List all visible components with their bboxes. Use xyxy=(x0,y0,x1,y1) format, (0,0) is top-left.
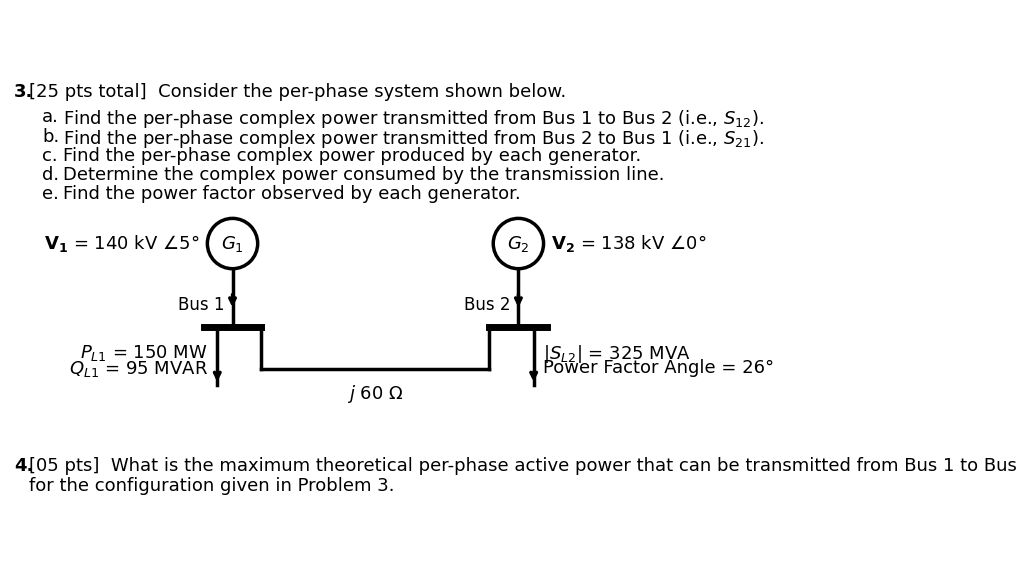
Text: Bus 2: Bus 2 xyxy=(464,296,511,313)
Text: Find the power factor observed by each generator.: Find the power factor observed by each g… xyxy=(62,185,520,203)
Text: e.: e. xyxy=(42,185,58,203)
Text: a.: a. xyxy=(42,108,58,126)
Text: $G_1$: $G_1$ xyxy=(221,234,244,254)
Text: Find the per-phase complex power transmitted from Bus 1 to Bus 2 (i.e., $S_{12}$: Find the per-phase complex power transmi… xyxy=(62,108,764,130)
Text: Determine the complex power consumed by the transmission line.: Determine the complex power consumed by … xyxy=(62,166,664,184)
Text: $j$ 60 Ω: $j$ 60 Ω xyxy=(347,383,403,405)
Text: $P_{L1}$ = 150 MW: $P_{L1}$ = 150 MW xyxy=(81,343,208,363)
Text: d.: d. xyxy=(42,166,59,184)
Text: $\mathbf{V_2}$ = 138 kV $\angle$0°: $\mathbf{V_2}$ = 138 kV $\angle$0° xyxy=(551,233,707,254)
Text: Find the per-phase complex power produced by each generator.: Find the per-phase complex power produce… xyxy=(62,148,641,165)
Text: $G_2$: $G_2$ xyxy=(507,234,529,254)
Text: Bus 1: Bus 1 xyxy=(178,296,225,313)
Text: Find the per-phase complex power transmitted from Bus 2 to Bus 1 (i.e., $S_{21}$: Find the per-phase complex power transmi… xyxy=(62,127,764,150)
Text: $Q_{L1}$ = 95 MVAR: $Q_{L1}$ = 95 MVAR xyxy=(69,359,208,379)
Text: [25 pts total]  Consider the per-phase system shown below.: [25 pts total] Consider the per-phase sy… xyxy=(29,83,566,102)
Text: c.: c. xyxy=(42,148,57,165)
Text: b.: b. xyxy=(42,127,59,146)
Text: for the configuration given in Problem 3.: for the configuration given in Problem 3… xyxy=(29,477,394,495)
Text: [05 pts]  What is the maximum theoretical per-phase active power that can be tra: [05 pts] What is the maximum theoretical… xyxy=(29,457,1024,475)
Text: $|S_{L2}|$ = 325 MVA: $|S_{L2}|$ = 325 MVA xyxy=(543,343,690,364)
Text: 4.: 4. xyxy=(13,457,33,475)
Text: $\mathbf{V_1}$ = 140 kV $\angle$5°: $\mathbf{V_1}$ = 140 kV $\angle$5° xyxy=(44,233,200,254)
Text: 3.: 3. xyxy=(13,83,33,102)
Text: Power Factor Angle = 26°: Power Factor Angle = 26° xyxy=(543,359,774,378)
